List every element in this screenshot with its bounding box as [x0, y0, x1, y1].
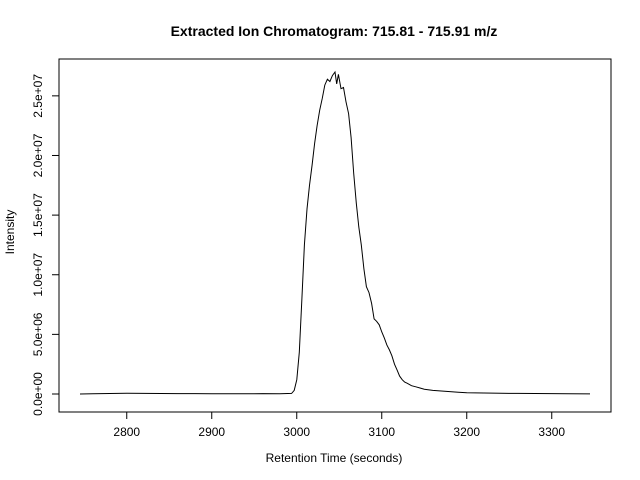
- y-axis: 0.0e+00 5.0e+06 1.0e+07 1.5e+07 2.0e+07 2.5e+…: [31, 74, 60, 416]
- x-tick-label: 3300: [538, 425, 565, 439]
- x-axis: 2800 2900 3000 3100 3200 3300: [113, 411, 565, 439]
- x-tick-label: 3000: [283, 425, 310, 439]
- y-tick-label: 1.5e+07: [31, 193, 45, 237]
- x-tick-label: 3200: [453, 425, 480, 439]
- x-tick-label: 3100: [368, 425, 395, 439]
- y-tick-label: 1.0e+07: [31, 253, 45, 297]
- y-tick-label: 5.0e+06: [31, 312, 45, 356]
- plot-frame: [58, 58, 612, 413]
- intensity-series-line: [79, 70, 591, 395]
- x-tick-label: 2800: [113, 425, 140, 439]
- y-axis-label: Intensity: [3, 210, 17, 255]
- x-tick-label: 2900: [198, 425, 225, 439]
- y-tick-label: 0.0e+00: [31, 372, 45, 416]
- chart-title: Extracted Ion Chromatogram: 715.81 - 715…: [171, 23, 498, 39]
- x-axis-label: Retention Time (seconds): [266, 451, 403, 465]
- y-tick-label: 2.5e+07: [31, 74, 45, 118]
- y-tick-label: 2.0e+07: [31, 133, 45, 177]
